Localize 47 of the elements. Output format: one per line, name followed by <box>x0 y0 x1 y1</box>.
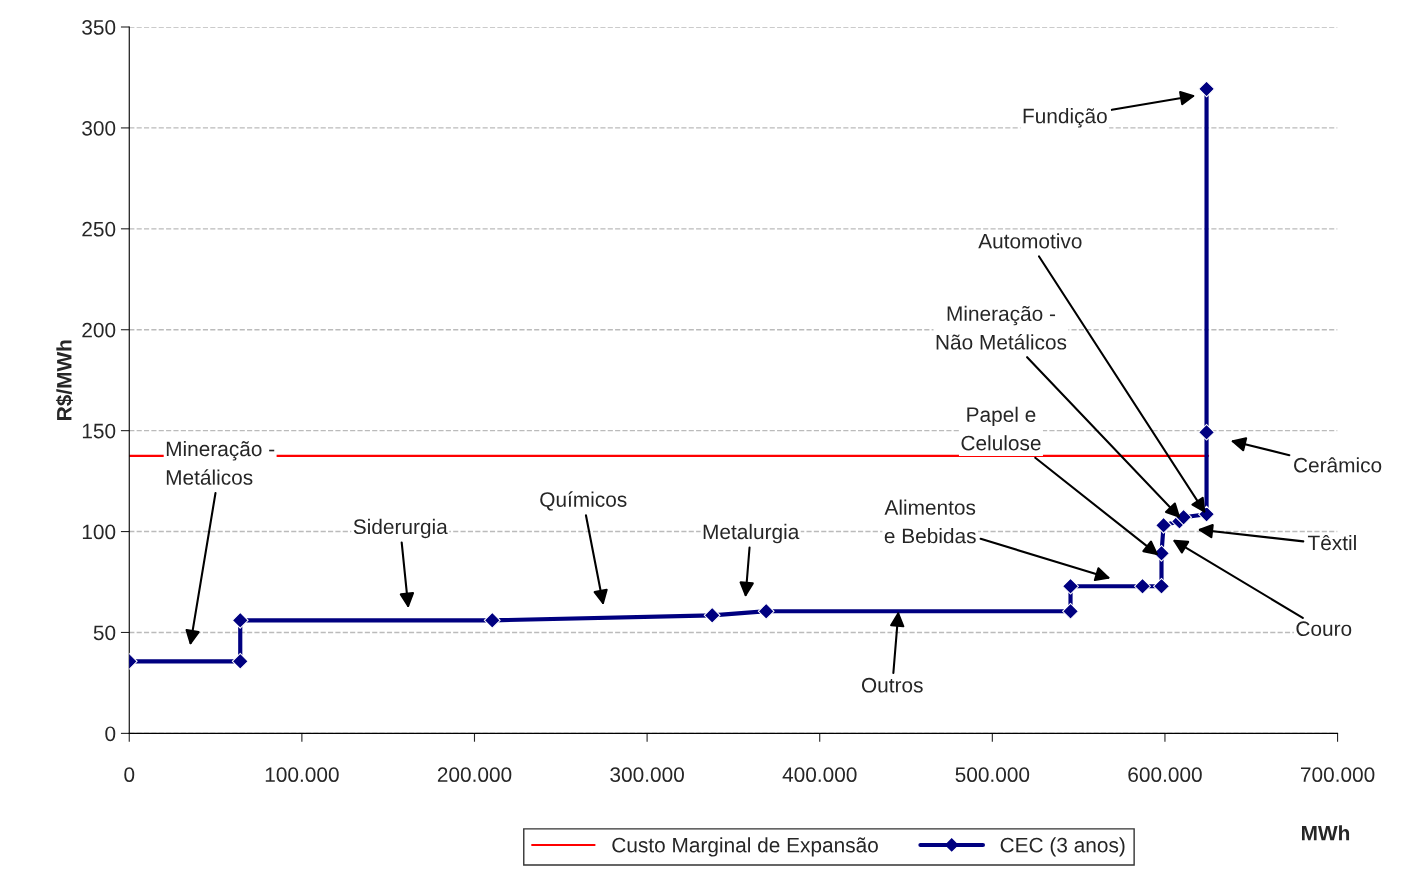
point <box>1198 505 1215 523</box>
annotation: Têxtil <box>1307 534 1356 551</box>
point <box>703 606 721 624</box>
y-tick-label: 100 <box>82 524 116 540</box>
annotation: Metalurgia <box>703 523 800 544</box>
x-tick-label: 500.000 <box>955 767 1030 783</box>
annotation: Automotivo <box>978 233 1082 249</box>
x-tick-label: 400.000 <box>782 767 857 783</box>
y-tick-label: 50 <box>93 625 116 641</box>
x-tick-label: 0 <box>124 767 135 783</box>
point <box>231 652 249 670</box>
annotation: Papel e Celulose <box>961 406 1041 451</box>
y-tick-label: 300 <box>82 120 116 136</box>
annotation: Fundição <box>1023 108 1107 128</box>
annotation: Mineração - Não Metálicos <box>936 305 1067 350</box>
point <box>1134 577 1151 595</box>
y-tick-label: 150 <box>82 423 116 439</box>
y-axis-title: R$/MWh <box>55 340 73 420</box>
y-tick-label: 350 <box>82 20 116 35</box>
point <box>231 611 249 629</box>
point <box>1198 80 1215 98</box>
y-tick-label: 200 <box>82 322 116 338</box>
y-tick-label: 0 <box>105 726 116 742</box>
legend-label: CEC (3 anos) <box>1000 837 1125 857</box>
point <box>1062 602 1079 620</box>
x-tick-label: 200.000 <box>437 767 512 783</box>
x-axis-title: MWh <box>1302 825 1350 841</box>
x-tick-label: 700.000 <box>1300 767 1375 783</box>
annotation: Químicos <box>540 491 627 511</box>
point <box>1153 577 1170 595</box>
x-tick-label: 100.000 <box>265 767 339 783</box>
annotation: Alimentos e Bebidas <box>884 499 976 544</box>
annotation: Outros <box>861 677 923 693</box>
annotation: Siderurgia <box>353 518 448 539</box>
annotation: Cerâmico <box>1294 457 1382 473</box>
y-tick-label: 250 <box>82 221 116 237</box>
point <box>483 611 501 629</box>
annotation: Couro <box>1296 621 1352 637</box>
point <box>1175 508 1192 526</box>
annotation: Mineração - Metálicos <box>166 440 275 485</box>
point <box>1155 516 1172 534</box>
point <box>757 602 775 620</box>
point <box>1198 423 1215 441</box>
legend-label: Custo Marginal de Expansão <box>612 837 878 857</box>
point <box>1062 577 1079 595</box>
x-tick-label: 600.000 <box>1128 767 1202 783</box>
x-tick-label: 300.000 <box>610 767 684 783</box>
